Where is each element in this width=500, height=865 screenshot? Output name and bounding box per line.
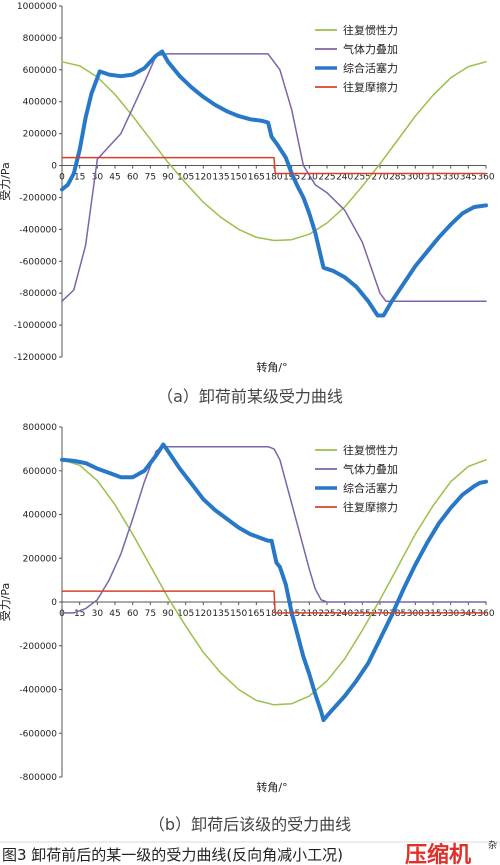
series-line-2: [61, 445, 487, 614]
x-tick-label: 345: [460, 173, 477, 183]
chart-a: 10000008000006000004000002000000-200000-…: [0, 2, 495, 374]
x-tick-label: 105: [177, 609, 194, 619]
figure-caption: 图3 卸荷前后的某一级的受力曲线(反向角减小工况): [2, 846, 343, 864]
x-tick-label: 180: [265, 173, 282, 183]
legend-entry: 往复惯性力: [343, 443, 398, 457]
legend-entry: 气体力叠加: [343, 42, 398, 56]
x-tick-label: 0: [59, 609, 65, 619]
x-tick-label: 255: [354, 609, 371, 619]
y-tick-label: -1000000: [14, 321, 58, 331]
y-tick-label: 800000: [23, 34, 58, 44]
subcaption-b: （b）卸荷后该级的受力曲线: [149, 815, 351, 834]
x-tick-label: 45: [109, 173, 120, 183]
subcaption-a: （a）卸荷前某级受力曲线: [157, 387, 343, 406]
x-tick-label: 75: [145, 609, 156, 619]
watermark-small: 杂: [488, 840, 497, 851]
y-axis-label: 受力/Pa: [0, 162, 12, 201]
series-line-1: [61, 459, 487, 706]
y-tick-label: -200000: [19, 193, 57, 203]
watermark-logo: 压缩机: [405, 842, 471, 865]
y-tick-label: -1200000: [14, 353, 58, 363]
y-tick-label: -400000: [19, 225, 57, 235]
x-tick-label: 315: [424, 609, 441, 619]
series-line-2: [61, 53, 487, 302]
y-tick-label: 200000: [23, 130, 58, 140]
x-tick-label: 270: [371, 609, 388, 619]
x-tick-label: 225: [318, 609, 335, 619]
legend-entry: 往复摩擦力: [343, 500, 398, 514]
series-line-3: [60, 442, 488, 723]
x-tick-label: 15: [74, 609, 85, 619]
y-tick-label: 1000000: [17, 2, 57, 12]
x-tick-label: 360: [477, 173, 494, 183]
y-tick-label: -200000: [19, 642, 57, 652]
chart-b: 800000 600000 400000 200000 0 -200000 -400000 -…: [0, 423, 495, 794]
y-tick-label: -600000: [19, 729, 57, 739]
x-tick-label: 165: [248, 173, 265, 183]
series-line-3: [60, 49, 488, 318]
y-tick-label: -600000: [19, 257, 57, 267]
x-axis-label: 转角/°: [256, 780, 287, 794]
x-tick-label: 330: [442, 173, 459, 183]
x-tick-label: 315: [424, 173, 441, 183]
x-tick-label: 135: [212, 609, 229, 619]
x-tick-label: 300: [407, 609, 424, 619]
x-tick-label: 60: [127, 173, 139, 183]
series-line-1: [61, 61, 487, 242]
x-tick-label: 330: [442, 609, 459, 619]
x-tick-label: 345: [460, 609, 477, 619]
legend-entry: 气体力叠加: [343, 462, 398, 476]
x-tick-label: 210: [301, 173, 318, 183]
x-tick-label: 270: [371, 173, 388, 183]
x-tick-label: 225: [318, 173, 335, 183]
x-tick-label: 210: [301, 609, 318, 619]
y-tick-label: 400000: [23, 511, 58, 521]
legend-entry: 综合活塞力: [343, 61, 398, 75]
y-tick-label: -800000: [19, 773, 57, 783]
legend-entry: 往复摩擦力: [343, 80, 398, 94]
x-tick-label: 180: [265, 609, 282, 619]
series-line-4: [61, 590, 487, 614]
y-tick-label: 200000: [23, 554, 58, 564]
y-tick-label: 400000: [23, 98, 58, 108]
legend-entry: 综合活塞力: [343, 481, 398, 495]
x-tick-label: 45: [109, 609, 120, 619]
y-tick-label: -400000: [19, 686, 57, 696]
y-axis-label: 受力/Pa: [0, 583, 12, 622]
x-tick-label: 0: [59, 173, 65, 183]
x-tick-label: 165: [248, 609, 265, 619]
y-tick-label: 0: [51, 162, 57, 172]
x-tick-label: 105: [177, 173, 194, 183]
x-tick-label: 135: [212, 173, 229, 183]
series-line-4: [61, 156, 487, 175]
x-tick-label: 60: [127, 609, 139, 619]
x-axis-label: 转角/°: [256, 360, 287, 374]
x-tick-label: 150: [230, 173, 247, 183]
x-tick-label: 30: [92, 609, 104, 619]
y-tick-label: 0: [51, 598, 57, 608]
x-tick-label: 240: [336, 609, 353, 619]
x-tick-label: 285: [389, 609, 406, 619]
x-tick-label: 15: [74, 173, 85, 183]
x-tick-label: 255: [354, 173, 371, 183]
x-tick-label: 300: [407, 173, 424, 183]
x-tick-label: 120: [195, 173, 212, 183]
x-tick-label: 360: [477, 609, 494, 619]
x-tick-label: 90: [162, 173, 174, 183]
y-tick-label: 800000: [23, 423, 58, 433]
x-tick-label: 75: [145, 173, 156, 183]
y-tick-label: 600000: [23, 66, 58, 76]
x-tick-label: 150: [230, 609, 247, 619]
x-tick-label: 90: [162, 609, 174, 619]
y-tick-label: 600000: [23, 467, 58, 477]
y-tick-label: -800000: [19, 289, 57, 299]
x-tick-label: 285: [389, 173, 406, 183]
legend-entry: 往复惯性力: [343, 23, 398, 37]
x-tick-label: 30: [92, 173, 104, 183]
x-tick-label: 120: [195, 609, 212, 619]
x-tick-label: 240: [336, 173, 353, 183]
